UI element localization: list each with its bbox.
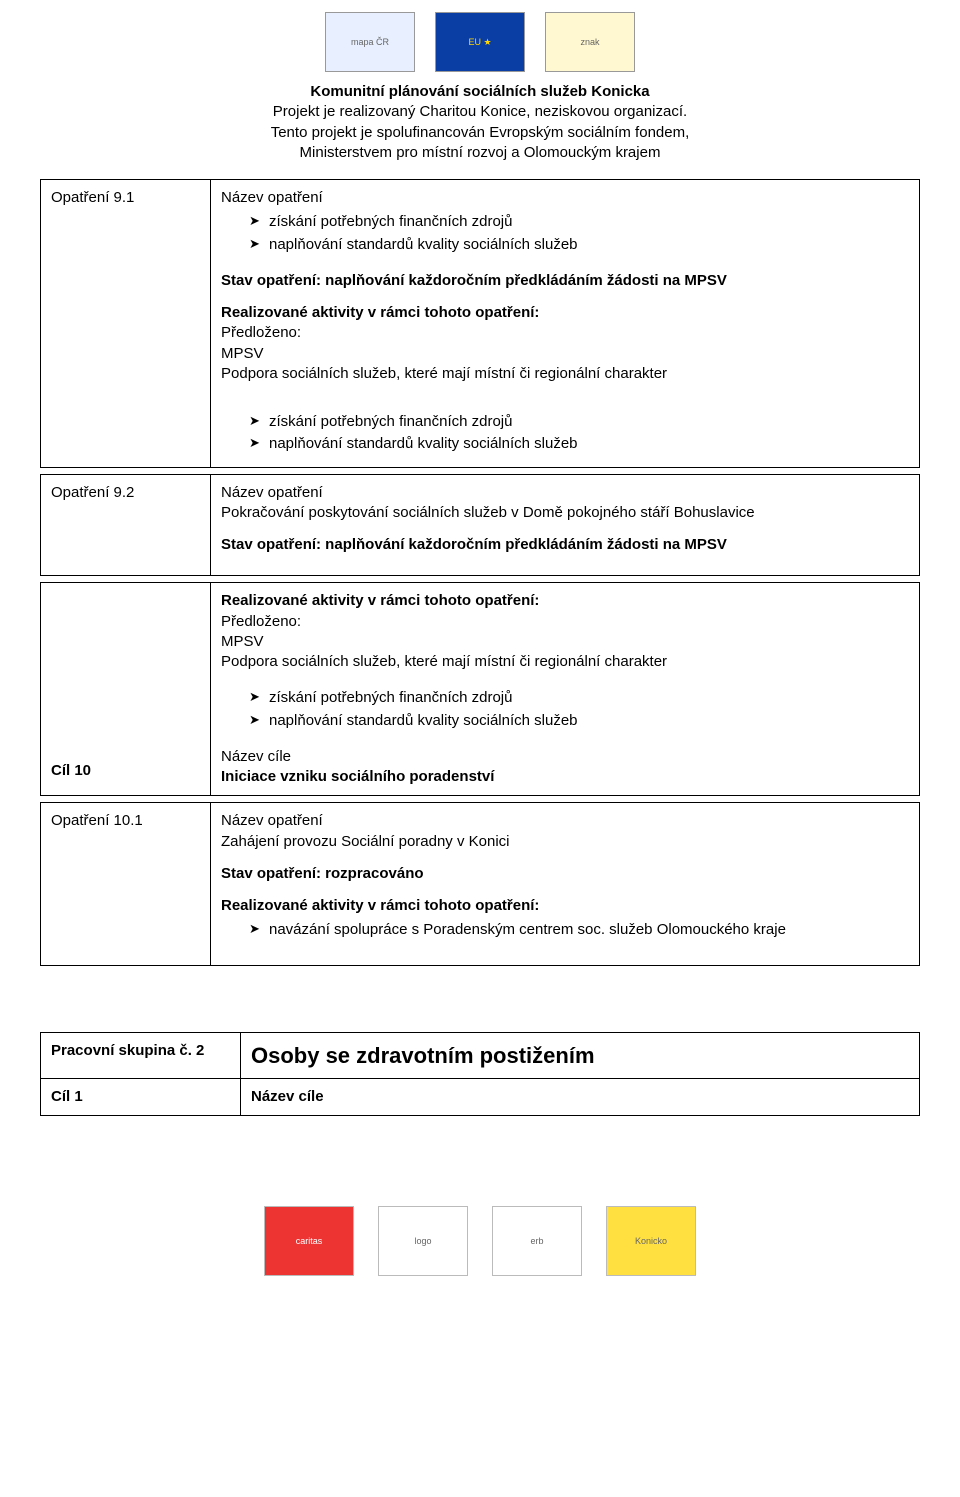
cil-name: Iniciace vzniku sociálního poradenství	[221, 767, 909, 787]
name-label: Název opatření	[221, 188, 909, 208]
header-line-1: Projekt je realizovaný Charitou Konice, …	[60, 102, 900, 122]
predlozeno: Předloženo:	[221, 323, 909, 343]
name-label: Název opatření	[221, 483, 909, 503]
bullet-item: získání potřebných finančních zdrojů	[249, 412, 909, 432]
bullet-item: získání potřebných finančních zdrojů	[249, 688, 909, 708]
logo-region-crest: znak	[545, 12, 635, 72]
logo-caritas: caritas	[264, 1206, 354, 1276]
table-opatreni-9-2: Opatření 9.2 Název opatření Pokračování …	[40, 474, 920, 577]
predlozeno: Předloženo:	[221, 612, 909, 632]
realized-label: Realizované aktivity v rámci tohoto opat…	[221, 896, 909, 916]
bullet-item: naplňování standardů kvality sociálních …	[249, 434, 909, 454]
podpora: Podpora sociálních služeb, které mají mí…	[221, 364, 909, 384]
document-header: Komunitní plánování sociálních služeb Ko…	[0, 78, 960, 173]
table-pracovni-skupina-2: Pracovní skupina č. 2 Osoby se zdravotní…	[40, 1032, 920, 1117]
bullet-list: získání potřebných finančních zdrojů nap…	[221, 688, 909, 731]
footer-logo-row: caritas logo erb Konicko	[0, 1116, 960, 1286]
cil-10-label: Cíl 10	[51, 761, 200, 781]
bullet-item: získání potřebných finančních zdrojů	[249, 212, 909, 232]
bullet-list-a: získání potřebných finančních zdrojů nap…	[221, 212, 909, 255]
desc: Zahájení provozu Sociální poradny v Koni…	[221, 832, 909, 852]
logo-generic: logo	[378, 1206, 468, 1276]
cell-ps-right: Osoby se zdravotním postižením	[241, 1032, 920, 1079]
top-logo-row: mapa ČR EU ★ znak	[0, 0, 960, 78]
logo-konicko: Konicko	[606, 1206, 696, 1276]
realized-label: Realizované aktivity v rámci tohoto opat…	[221, 303, 909, 323]
cell-ps-left: Pracovní skupina č. 2	[41, 1032, 241, 1079]
bullet-list-b: získání potřebných finančních zdrojů nap…	[221, 412, 909, 455]
header-title: Komunitní plánování sociálních služeb Ko…	[60, 82, 900, 102]
cell-left-cil-10: Cíl 10	[41, 583, 211, 796]
bullet-item: navázání spolupráce s Poradenským centre…	[249, 920, 909, 940]
cell-left-9-1: Opatření 9.1	[41, 180, 211, 468]
bullet-list: navázání spolupráce s Poradenským centre…	[221, 920, 909, 940]
cell-left-10-1: Opatření 10.1	[41, 803, 211, 965]
logo-coat-of-arms: erb	[492, 1206, 582, 1276]
table-cil-10: Cíl 10 Realizované aktivity v rámci toho…	[40, 582, 920, 796]
realized-label: Realizované aktivity v rámci tohoto opat…	[221, 591, 909, 611]
cell-right-9-2: Název opatření Pokračování poskytování s…	[211, 474, 920, 576]
status-line: Stav opatření: naplňování každoročním př…	[221, 271, 909, 291]
table-opatreni-9-1: Opatření 9.1 Název opatření získání potř…	[40, 179, 920, 468]
cell-left-9-2: Opatření 9.2	[41, 474, 211, 576]
name-label: Název opatření	[221, 811, 909, 831]
cell-right-9-1: Název opatření získání potřebných finanč…	[211, 180, 920, 468]
mpsv: MPSV	[221, 344, 909, 364]
bullet-item: naplňování standardů kvality sociálních …	[249, 711, 909, 731]
header-line-3: Ministerstvem pro místní rozvoj a Olomou…	[60, 143, 900, 163]
logo-eu-flag: EU ★	[435, 12, 525, 72]
table-opatreni-10-1: Opatření 10.1 Název opatření Zahájení pr…	[40, 802, 920, 965]
header-line-2: Tento projekt je spolufinancován Evropsk…	[60, 123, 900, 143]
desc: Pokračování poskytování sociálních služe…	[221, 503, 909, 523]
section-title: Osoby se zdravotním postižením	[251, 1043, 595, 1068]
status-line: Stav opatření: rozpracováno	[221, 864, 909, 884]
bullet-item: naplňování standardů kvality sociálních …	[249, 235, 909, 255]
cell-right-10-1: Název opatření Zahájení provozu Sociální…	[211, 803, 920, 965]
cell-right-cil-10: Realizované aktivity v rámci tohoto opat…	[211, 583, 920, 796]
cell-cil1-left: Cíl 1	[41, 1079, 241, 1116]
logo-map-cz: mapa ČR	[325, 12, 415, 72]
status-line: Stav opatření: naplňování každoročním př…	[221, 535, 909, 555]
podpora: Podpora sociálních služeb, které mají mí…	[221, 652, 909, 672]
mpsv: MPSV	[221, 632, 909, 652]
cil-name-label: Název cíle	[221, 747, 909, 767]
cell-cil1-right: Název cíle	[241, 1079, 920, 1116]
